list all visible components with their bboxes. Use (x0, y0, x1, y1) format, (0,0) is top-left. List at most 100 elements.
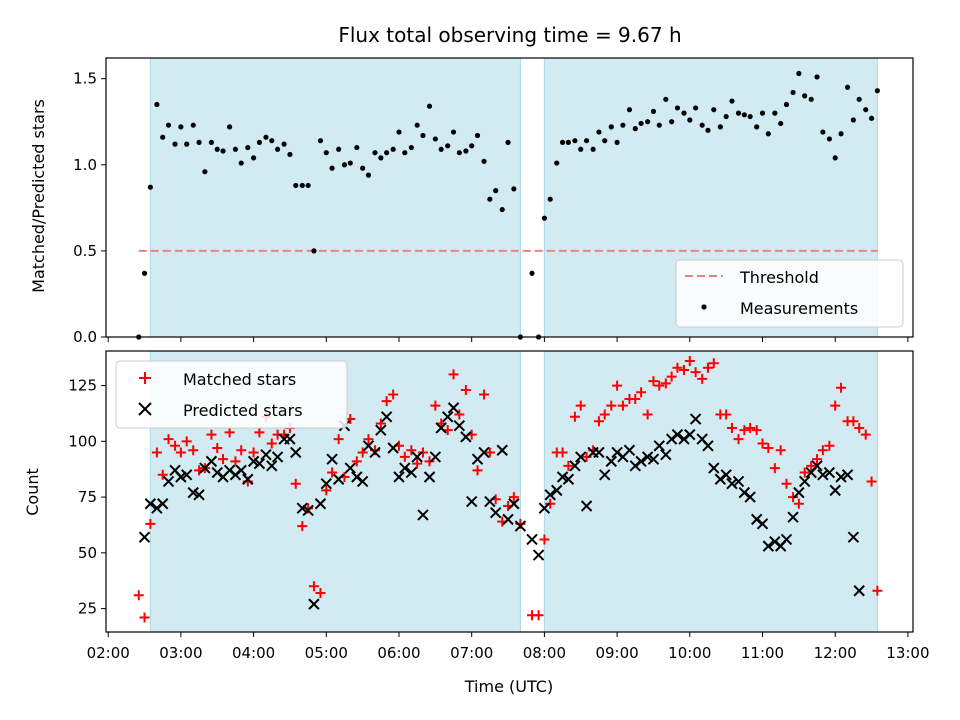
measurement-point (347, 160, 353, 166)
matched-stars-point (181, 436, 192, 447)
measurement-point (554, 160, 560, 166)
predicted-stars-point (393, 471, 405, 483)
measurement-point (329, 165, 335, 171)
measurement-point (299, 182, 305, 189)
matched-stars-point (708, 358, 719, 369)
matched-stars-point (775, 445, 786, 456)
measurement-point (311, 248, 317, 254)
axes-border (105, 57, 914, 338)
measurement-point (583, 138, 590, 144)
observing-interval-1 (149, 57, 521, 338)
axes-border (105, 350, 914, 633)
ratio-panel: 0.0 0.5 1.0 1.5 Matched/Predicted stars Thr… (29, 57, 914, 346)
predicted-stars-point (453, 420, 466, 432)
matched-stars-point (824, 440, 835, 451)
matched-stars-point (157, 469, 168, 480)
measurement-point (790, 89, 796, 96)
measurement-point (281, 141, 287, 147)
measurement-point (687, 117, 693, 123)
measurement-point (269, 138, 275, 144)
predicted-stars-point (157, 498, 169, 510)
predicted-stars-point (266, 460, 278, 472)
matched-stars-point (660, 378, 671, 389)
predicted-stars-point (489, 506, 502, 519)
legend-box (675, 259, 904, 328)
predicted-stars-point (780, 533, 793, 546)
measurement-point (856, 96, 862, 102)
predicted-stars-point (253, 457, 266, 470)
measurement-point (705, 127, 711, 133)
y-tick-label: 100 (68, 432, 97, 450)
measurement-point (208, 139, 215, 145)
matched-stars-point (539, 534, 550, 545)
predicted-stars-point (720, 469, 732, 481)
measurement-point (323, 150, 329, 156)
time-x-axis: 02:00 03:00 04:00 05:00 06:00 07:00 08:00 09:00… (87, 632, 930, 662)
predicted-stars-point (580, 500, 593, 512)
measurement-point (396, 129, 402, 135)
measurement-point (614, 139, 620, 145)
legend-box (115, 360, 348, 429)
measurement-point (868, 115, 875, 121)
measurement-point (420, 132, 426, 139)
matched-stars-point (642, 409, 653, 420)
measurement-point (765, 131, 771, 137)
matched-stars-point (375, 418, 386, 429)
measurement-point (432, 136, 438, 142)
measurement-point (645, 119, 651, 125)
matched-stars-point (290, 478, 301, 489)
matched-stars-point (508, 492, 519, 503)
matched-stars-point (606, 400, 617, 411)
threshold-legend-label: Threshold (739, 268, 819, 287)
predicted-stars-point (460, 431, 472, 443)
measurement-point (147, 184, 153, 190)
x-tick-label: 08:00 (523, 644, 566, 662)
predicted-stars-point (429, 451, 442, 463)
matched-stars-point (690, 367, 701, 378)
measurement-point (499, 206, 505, 213)
measurement-point (154, 101, 160, 108)
measurement-point (172, 141, 178, 147)
matched-stars-point (163, 434, 174, 445)
measurement-point (541, 215, 547, 221)
measurement-point (445, 143, 451, 149)
predicted-stars-point (180, 469, 193, 481)
measurement-point (669, 119, 675, 125)
x-tick-label: 04:00 (232, 644, 275, 662)
measurement-point (505, 139, 511, 145)
matched-stars-point (648, 376, 659, 387)
predicted-stars-point (502, 513, 514, 526)
predicted-stars-point (356, 475, 369, 488)
measurement-point (723, 113, 729, 120)
predicted-stars-point (478, 446, 490, 459)
measurement-point (602, 138, 608, 144)
x-tick-label: 10:00 (668, 644, 711, 662)
measurement-point (729, 98, 735, 104)
measurement-point (838, 131, 844, 137)
predicted-stars-point (671, 428, 684, 441)
measurement-point (160, 134, 166, 140)
measurement-point (141, 270, 148, 276)
predicted-stars-point (762, 540, 775, 552)
measurement-point (850, 117, 856, 123)
predicted-stars-point (308, 598, 320, 610)
matched-stars-point (654, 380, 665, 391)
matched-stars-point (266, 438, 277, 449)
predicted-stars-point (242, 473, 254, 485)
predicted-stars-point (653, 440, 665, 452)
predicted-stars-point (526, 533, 538, 546)
predicted-stars-point (811, 460, 823, 472)
predicted-stars-point (332, 473, 345, 485)
measurement-point (717, 124, 723, 130)
measurement-point (438, 146, 444, 152)
matched-stars-point (460, 385, 471, 396)
x-tick-label: 12:00 (814, 644, 857, 662)
matched-stars-point (854, 422, 865, 433)
predicted-stars-point (326, 453, 338, 465)
matched-stars-point (133, 590, 144, 601)
predicted-stars-point (544, 489, 556, 501)
measurement-point (626, 107, 633, 113)
predicted-stars-point (344, 462, 356, 474)
matched-stars-point (406, 445, 417, 456)
